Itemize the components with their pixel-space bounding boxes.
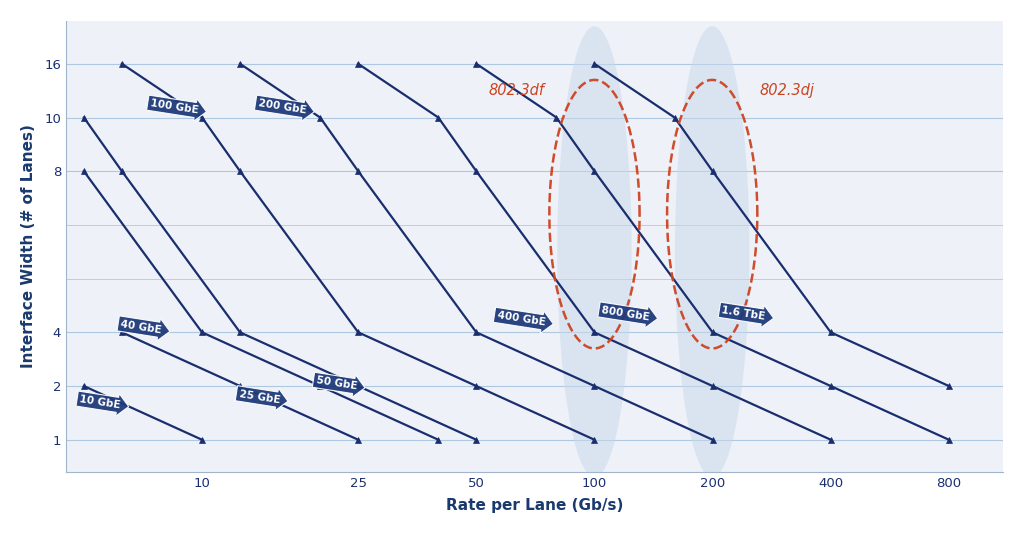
Text: 25 GbE: 25 GbE [239,389,281,405]
Text: 802.3df: 802.3df [488,83,545,98]
Text: 100 GbE: 100 GbE [150,98,199,115]
Text: 10 GbE: 10 GbE [79,394,121,410]
Text: 40 GbE: 40 GbE [120,319,163,335]
Polygon shape [675,26,750,477]
Text: 802.3dj: 802.3dj [759,83,814,98]
X-axis label: Rate per Lane (Gb/s): Rate per Lane (Gb/s) [445,498,624,513]
Text: 1.6 TbE: 1.6 TbE [721,305,766,322]
Polygon shape [557,26,632,477]
Text: 400 GbE: 400 GbE [497,310,546,327]
Text: 200 GbE: 200 GbE [257,98,307,115]
Y-axis label: Interface Width (# of Lanes): Interface Width (# of Lanes) [20,124,36,368]
Text: 800 GbE: 800 GbE [601,305,650,322]
Text: 50 GbE: 50 GbE [315,375,357,391]
